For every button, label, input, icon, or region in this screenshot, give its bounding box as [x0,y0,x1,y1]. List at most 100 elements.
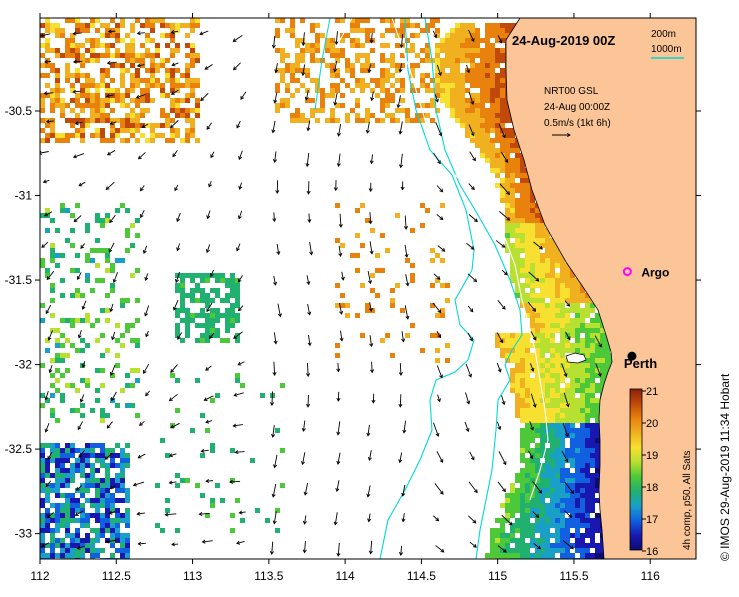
sst-pixel [520,493,525,498]
sst-pixel [540,313,545,318]
sst-pixel [80,348,85,353]
sst-pixel [545,273,550,278]
sst-pixel [160,123,165,128]
sst-pixel [540,288,545,293]
sst-pixel [560,553,565,558]
sst-pixel [595,388,600,393]
sst-pixel [365,218,370,223]
sst-pixel [495,553,500,558]
sst-pixel [110,523,115,528]
sst-pixel [95,263,100,268]
sst-pixel [430,98,435,103]
sst-pixel [535,228,540,233]
sst-pixel [585,438,590,443]
sst-pixel [455,63,460,68]
sst-pixel [550,433,555,438]
sst-pixel [300,83,305,88]
sst-pixel [450,38,455,43]
sst-pixel [565,383,570,388]
sst-pixel [515,508,520,513]
sst-pixel [550,263,555,268]
sst-pixel [490,58,495,63]
sst-pixel [535,313,540,318]
sst-pixel [585,348,590,353]
sst-pixel [55,493,60,498]
sst-pixel [430,303,435,308]
sst-pixel [295,38,300,43]
sst-pixel [515,413,520,418]
sst-pixel [150,133,155,138]
sst-pixel [195,138,200,143]
sst-pixel [550,398,555,403]
sst-pixel [455,73,460,78]
sst-pixel [580,543,585,548]
sst-pixel [165,23,170,28]
sst-pixel [545,533,550,538]
place-label-argo: Argo [641,266,669,280]
sst-pixel [540,433,545,438]
sst-pixel [215,328,220,333]
sst-pixel [590,463,595,468]
sst-pixel [295,78,300,83]
sst-pixel [210,443,215,448]
sst-pixel [490,43,495,48]
sst-pixel [525,298,530,303]
sst-pixel [545,478,550,483]
sst-pixel [110,88,115,93]
sst-pixel [595,318,600,323]
sst-pixel [510,213,515,218]
sst-pixel [85,58,90,63]
sst-pixel [40,118,45,123]
sst-pixel [515,543,520,548]
sst-pixel [375,268,380,273]
sst-pixel [515,208,520,213]
sst-pixel [490,123,495,128]
sst-pixel [575,478,580,483]
sst-pixel [230,288,235,293]
sst-pixel [375,253,380,258]
sst-pixel [590,308,595,313]
sst-pixel [550,448,555,453]
sst-pixel [45,498,50,503]
sst-pixel [350,38,355,43]
sst-pixel [90,108,95,113]
sst-pixel [175,103,180,108]
sst-pixel [445,63,450,68]
sst-pixel [330,48,335,53]
sst-pixel [580,463,585,468]
sst-pixel [45,473,50,478]
sst-pixel [520,163,525,168]
sst-pixel [520,188,525,193]
sst-pixel [285,53,290,58]
sst-pixel [480,153,485,158]
sst-pixel [595,348,600,353]
sst-pixel [100,223,105,228]
sst-pixel [365,108,370,113]
sst-pixel [535,453,540,458]
sst-pixel [595,458,600,463]
sst-pixel [80,123,85,128]
sst-pixel [505,183,510,188]
sst-pixel [145,78,150,83]
sst-pixel [470,28,475,33]
sst-pixel [150,78,155,83]
sst-pixel [80,468,85,473]
sst-pixel [80,138,85,143]
sst-pixel [535,418,540,423]
sst-pixel [475,78,480,83]
sst-pixel [370,113,375,118]
sst-pixel [460,58,465,63]
sst-pixel [530,533,535,538]
sst-pixel [535,293,540,298]
sst-pixel [560,278,565,283]
sst-pixel [110,98,115,103]
sst-pixel [475,143,480,148]
sst-pixel [505,338,510,343]
sst-pixel [135,138,140,143]
sst-pixel [525,553,530,558]
sst-pixel [555,298,560,303]
sst-pixel [555,373,560,378]
sst-pixel [140,133,145,138]
sst-pixel [40,473,45,478]
sst-pixel [550,483,555,488]
